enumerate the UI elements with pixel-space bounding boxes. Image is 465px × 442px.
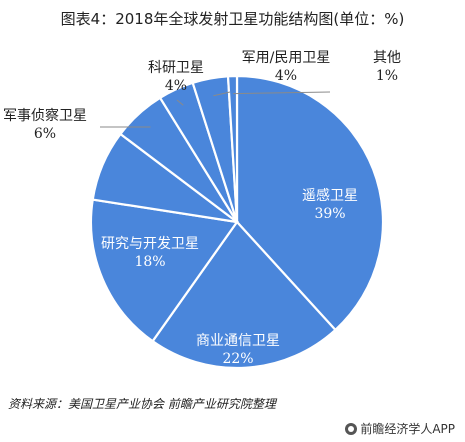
pie-slice-2: [151, 220, 337, 370]
leader-line-7: [213, 91, 231, 97]
slice-value-8: 1%: [376, 68, 398, 84]
pie-slice-1: [235, 74, 385, 332]
slice-value-5: 6%: [34, 126, 56, 142]
leader-line-8: [233, 91, 331, 95]
slice-value-7: 4%: [275, 68, 297, 84]
slice-label-5: 军事侦察卫星: [3, 107, 87, 124]
slice-label-3: 研究与开发卫星: [101, 236, 199, 252]
slice-label-2: 商业通信卫星: [196, 333, 280, 349]
slice-value-3: 18%: [134, 254, 165, 270]
brand-name: 前瞻经济学人APP: [360, 422, 455, 436]
slice-value-6: 4%: [165, 78, 187, 94]
slice-label-8: 其他: [373, 50, 401, 66]
slice-label-6: 科研卫星: [148, 60, 204, 76]
slice-label-7: 军用/民用卫星: [242, 50, 331, 66]
brand-footer: 前瞻经济学人APP: [345, 420, 455, 437]
chart-title: 图表4：2018年全球发射卫星功能结构图(单位：%): [60, 10, 405, 28]
pie-slice-8: [226, 74, 239, 223]
slice-label-4: 导航卫星: [23, 158, 79, 174]
brand-logo-icon: [345, 422, 358, 435]
slice-value-2: 22%: [222, 351, 253, 367]
slice-value-1: 39%: [314, 206, 345, 222]
source-note: 资料来源：美国卫星产业协会 前瞻产业研究院整理: [8, 397, 276, 411]
pie-slice-3: [89, 198, 239, 343]
slice-label-1: 遥感卫星: [302, 187, 358, 204]
leader-line-6: [176, 99, 184, 106]
slice-value-4: 8%: [40, 176, 62, 192]
